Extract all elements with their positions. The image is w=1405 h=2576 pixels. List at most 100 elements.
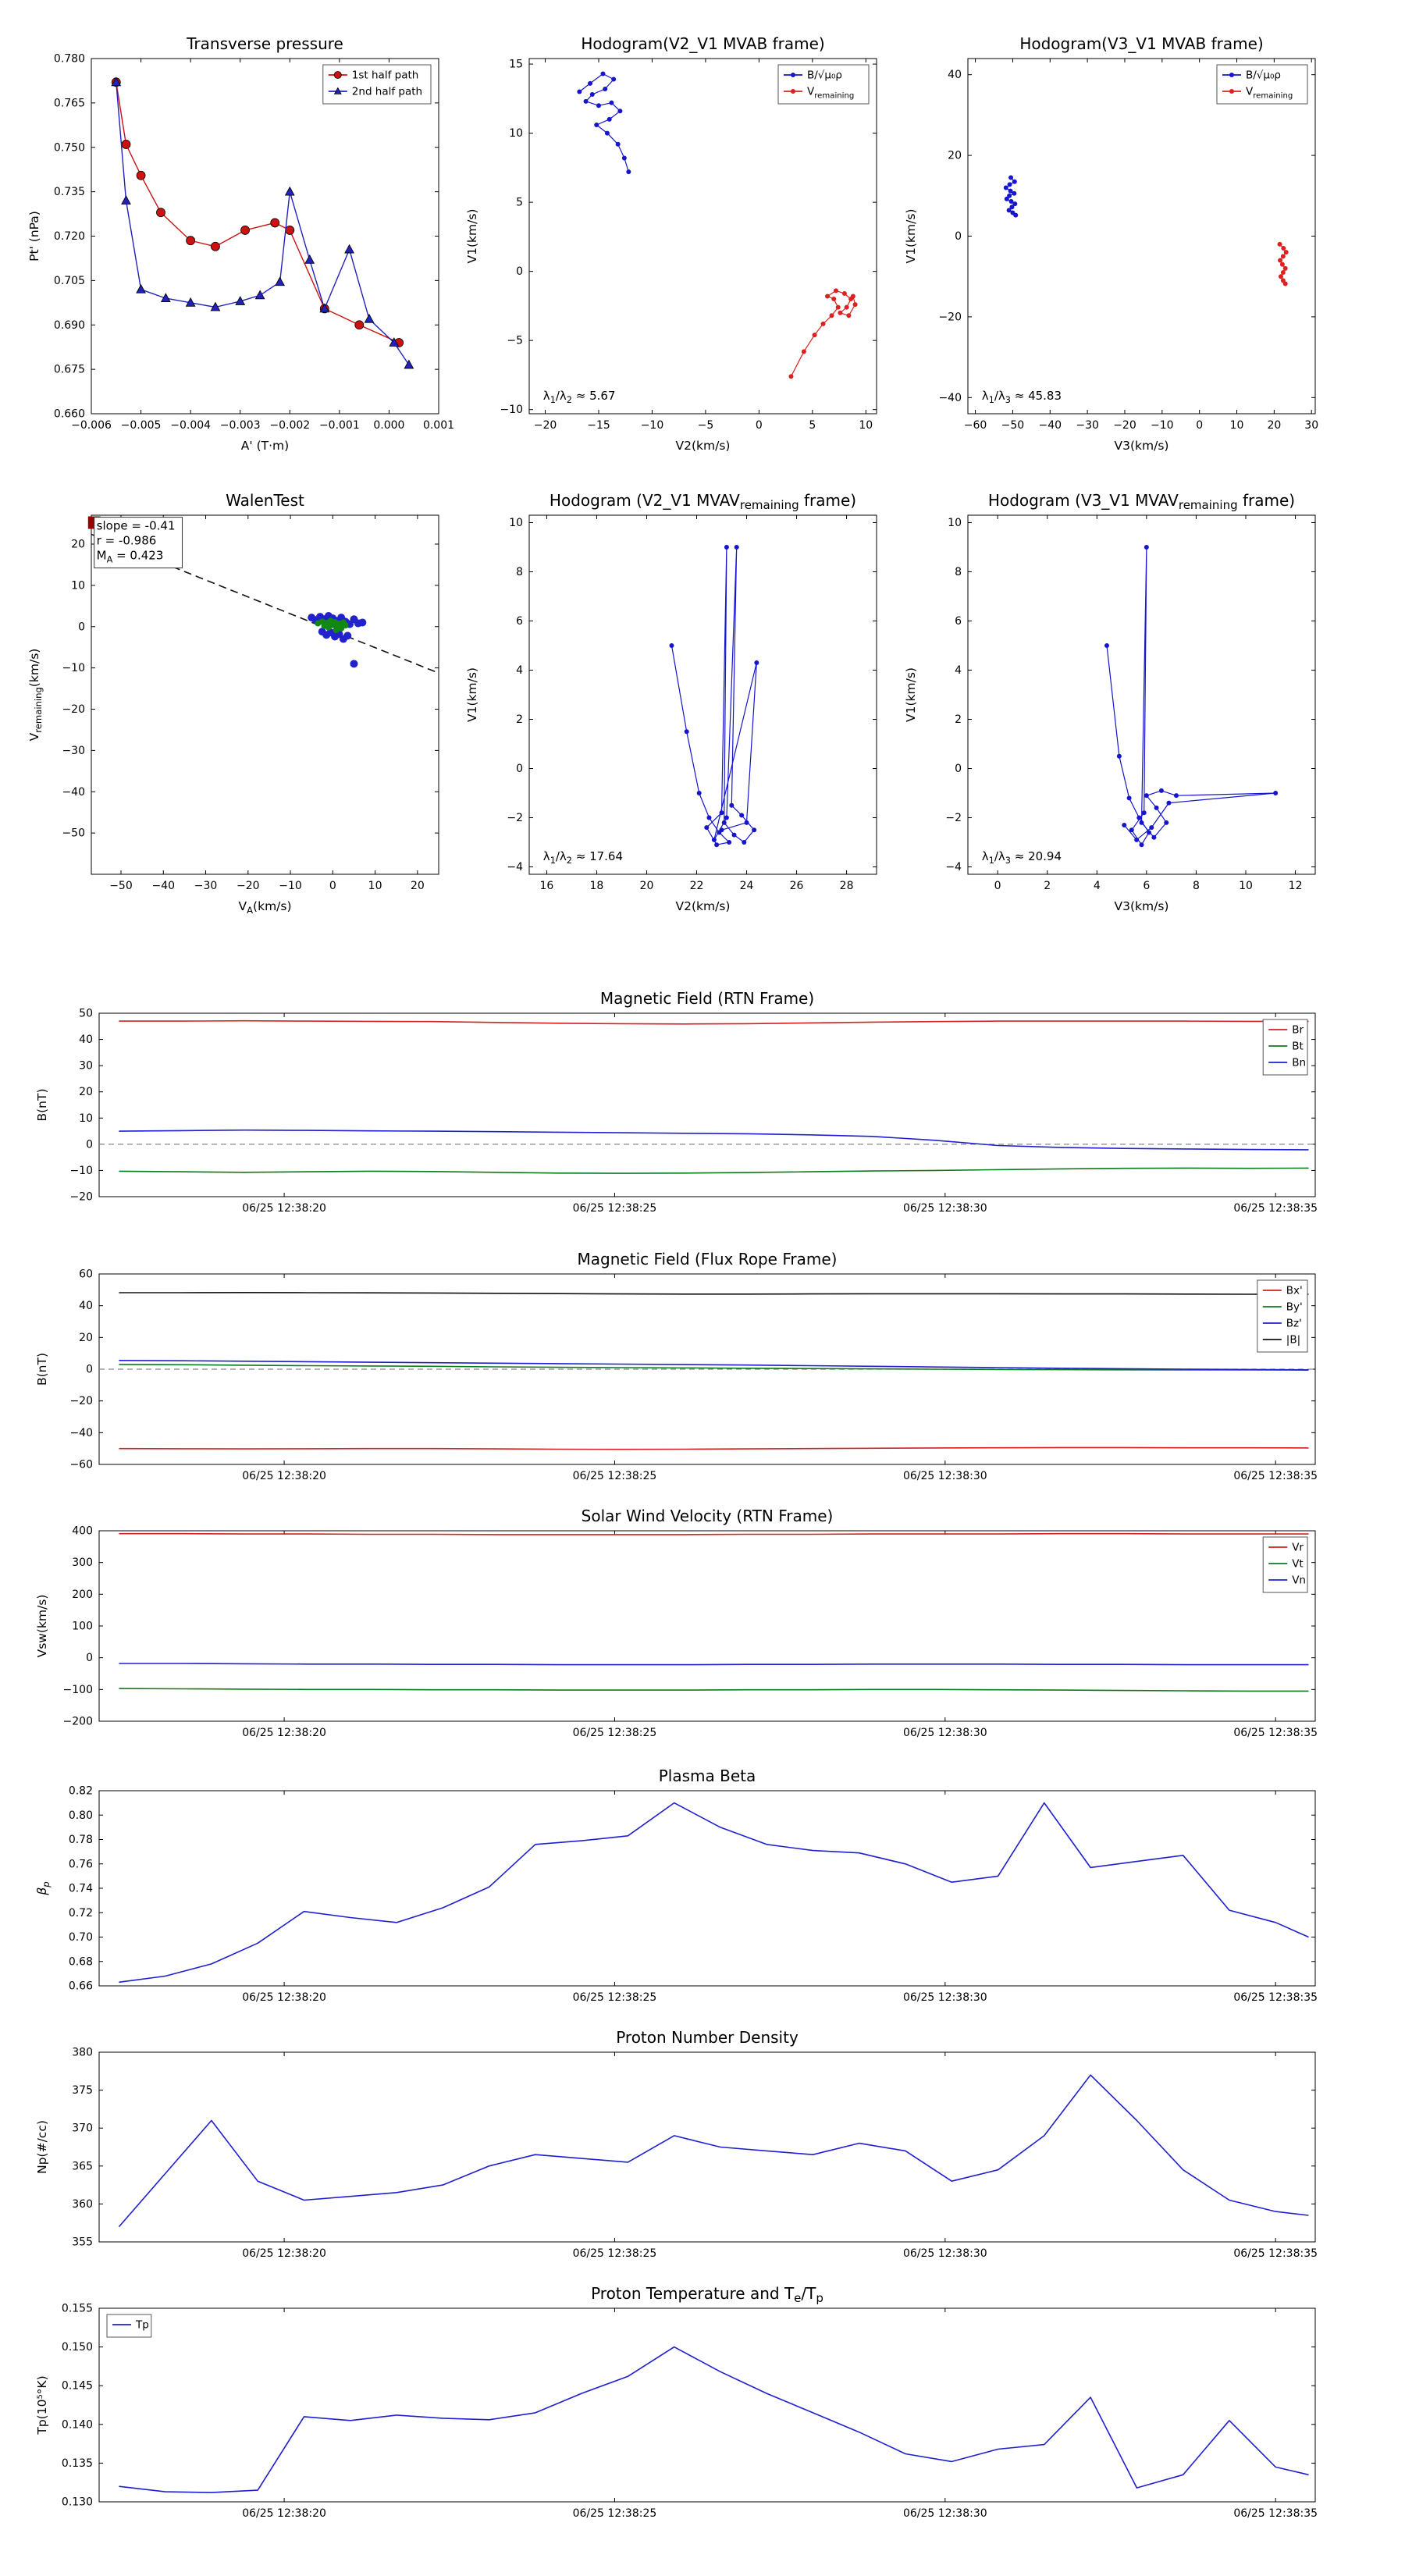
plot-area [98, 2307, 1316, 2503]
chart-title: Magnetic Field (RTN Frame) [600, 989, 814, 1008]
y-tick-label: 0.145 [62, 2380, 93, 2393]
legend: 1st half path 2nd half path [322, 64, 432, 105]
annotation-box [94, 517, 183, 569]
annotation-text: r = -0.986 [97, 534, 157, 548]
x-tick-label: 06/25 12:38:30 [903, 1991, 987, 2004]
x-tick-label: −50 [1001, 419, 1025, 432]
x-tick-label: 10 [1230, 419, 1244, 432]
x-tick-label: 0 [994, 880, 1001, 892]
x-tick-label: 4 [1094, 880, 1101, 892]
annotation-text: λ1/λ2 ≈ 5.67 [543, 389, 616, 405]
x-tick-label: −50 [109, 880, 133, 892]
x-tick-label: 0 [1196, 419, 1203, 432]
y-axis-label: Pt' (nPa) [27, 211, 41, 262]
x-tick-label: 06/25 12:38:25 [573, 1202, 657, 1215]
y-tick-label: −2 [507, 812, 523, 824]
x-tick-label: 10 [1239, 880, 1253, 892]
chart-title: Hodogram (V3_V1 MVAVremaining frame) [988, 491, 1295, 512]
y-tick-label: −40 [938, 392, 962, 404]
y-tick-label: −20 [69, 1395, 93, 1407]
y-tick-label: −10 [69, 1165, 93, 1177]
legend: B/√μ₀ρ Vremaining [1216, 64, 1308, 105]
legend-label: Bx' [1286, 1285, 1303, 1297]
y-tick-label: −40 [69, 1427, 93, 1439]
y-tick-label: 0.765 [54, 97, 85, 109]
x-tick-label: −15 [587, 419, 610, 432]
series-line [119, 1446, 1309, 1450]
y-axis-label: V1(km/s) [465, 667, 479, 722]
y-tick-label: 10 [509, 127, 523, 140]
x-tick-label: 16 [539, 880, 553, 892]
y-axis-label: βp [35, 1881, 52, 1895]
x-tick-label: 06/25 12:38:30 [903, 1727, 987, 1739]
y-tick-label: −30 [62, 745, 85, 757]
y-tick-label: 0.675 [54, 364, 85, 376]
plot-area [967, 58, 1316, 415]
x-tick-label: 06/25 12:38:25 [573, 2247, 657, 2260]
y-tick-label: 0.70 [69, 1931, 93, 1944]
x-tick-label: −40 [1038, 419, 1062, 432]
legend-label: Tp [135, 2319, 149, 2332]
series-line [119, 1292, 1309, 1295]
x-tick-label: 0.000 [373, 419, 404, 432]
y-tick-label: 355 [72, 2236, 93, 2249]
y-tick-label: 0 [86, 1364, 93, 1376]
y-tick-label: 0.72 [69, 1907, 93, 1920]
legend-label: B/√μ₀ρ [1246, 69, 1281, 82]
x-tick-label: −60 [964, 419, 987, 432]
y-tick-label: 6 [955, 615, 962, 628]
x-tick-label: 30 [1304, 419, 1318, 432]
series-line [119, 1129, 1309, 1151]
chart-title: Hodogram(V3_V1 MVAB frame) [1019, 34, 1263, 53]
y-tick-label: 40 [79, 1300, 93, 1312]
y-tick-label: −100 [63, 1684, 93, 1696]
chart-title: Solar Wind Velocity (RTN Frame) [582, 1507, 834, 1525]
y-tick-label: 6 [516, 615, 523, 628]
y-tick-label: −20 [69, 1191, 93, 1204]
x-tick-label: 18 [590, 880, 604, 892]
y-tick-label: 40 [79, 1034, 93, 1046]
x-tick-label: 06/25 12:38:30 [903, 2507, 987, 2520]
y-tick-label: 0.135 [62, 2457, 93, 2470]
legend: Vr Vt Vn [1262, 1536, 1308, 1593]
x-tick-label: 12 [1289, 880, 1303, 892]
y-tick-label: 400 [72, 1525, 93, 1538]
x-axis-label: V3(km/s) [1115, 899, 1169, 913]
x-tick-label: −30 [1076, 419, 1099, 432]
x-tick-label: −10 [279, 880, 302, 892]
legend-label: 1st half path [352, 69, 419, 82]
y-tick-label: −5 [507, 335, 523, 347]
annotation-text: MA = 0.423 [97, 549, 164, 565]
x-axis-label: V3(km/s) [1115, 439, 1169, 453]
chart-plasma-beta: 06/25 12:38:20 06/25 12:38:25 06/25 12:38:… [35, 1767, 1318, 2004]
y-tick-label: 2 [955, 713, 962, 726]
x-tick-label: 06/25 12:38:25 [573, 2507, 657, 2520]
y-tick-label: 370 [72, 2122, 93, 2135]
legend: B/√μ₀ρ Vremaining [777, 64, 870, 105]
series-line [119, 1019, 1309, 1025]
y-axis-label: B(nT) [35, 1088, 49, 1121]
plot-area [91, 514, 439, 875]
series-line [119, 2346, 1309, 2493]
y-tick-label: −4 [507, 861, 523, 873]
y-tick-label: −200 [63, 1716, 93, 1728]
series-line [119, 1360, 1309, 1371]
y-tick-label: 10 [79, 1112, 93, 1125]
x-tick-label: −20 [1113, 419, 1136, 432]
y-tick-label: 0.780 [54, 53, 85, 66]
y-tick-label: 0 [86, 1138, 93, 1151]
plot-area [91, 58, 439, 415]
chart-title: Proton Temperature and Te/Tp [591, 2284, 823, 2305]
y-axis-label: B(nT) [35, 1353, 49, 1386]
x-tick-label: 6 [1143, 880, 1150, 892]
x-tick-label: 06/25 12:38:30 [903, 1470, 987, 1482]
y-tick-label: 0.140 [62, 2418, 93, 2431]
chart-b-rtn: 06/25 12:38:20 06/25 12:38:25 06/25 12:38:… [35, 989, 1318, 1215]
y-tick-label: 365 [72, 2160, 93, 2172]
chart-hodogram-v3v1-mvav: 0 2 4 6 8 10 12 −4 −2 0 2 4 6 8 10 Hodogram (V3_V1 MVAV… [904, 491, 1316, 913]
x-tick-label: 06/25 12:38:35 [1233, 2507, 1318, 2520]
legend-label: By' [1286, 1301, 1303, 1314]
x-tick-label: 20 [1267, 419, 1281, 432]
